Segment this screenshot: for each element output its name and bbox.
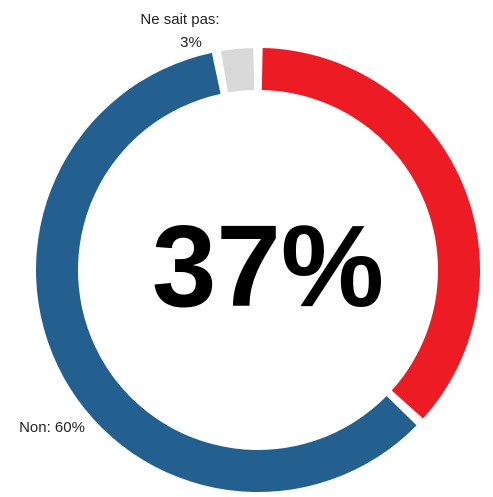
slice-label-ne-sait-pas-line1: Ne sait pas: bbox=[140, 11, 219, 28]
donut-slices bbox=[36, 48, 480, 493]
slice-label-ne-sait-pas-line2: 3% bbox=[180, 34, 202, 51]
center-value-label: 37% bbox=[152, 201, 384, 331]
slice-label-non: Non: 60% bbox=[19, 419, 85, 436]
donut-slice-ne-sait-pas bbox=[220, 48, 255, 93]
donut-slice-oui bbox=[261, 48, 480, 419]
donut-slice-non bbox=[36, 52, 417, 493]
